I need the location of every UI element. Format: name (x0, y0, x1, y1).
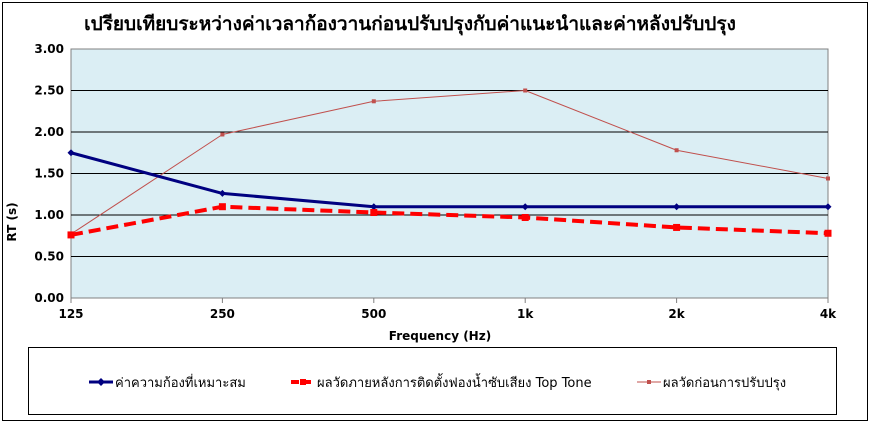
x-tick-label: 500 (361, 307, 386, 321)
legend-item-before: ผลวัดก่อนการปรับปรุง (637, 372, 786, 392)
series-1-point (67, 231, 75, 239)
series-0-point (218, 189, 226, 197)
chart-title: เปรียบเทียบระหว่างค่าเวลาก้องวานก่อนปรับ… (84, 13, 736, 36)
x-axis-ticks: 125 250 500 1k 2k 4k (58, 298, 837, 321)
series-line-2 (70, 90, 829, 235)
series-1-point (673, 223, 681, 231)
series-1-point (824, 229, 832, 237)
y-tick-label: 3.00 (34, 42, 64, 56)
series-0-point (673, 203, 681, 211)
series-0-point (67, 149, 75, 157)
y-axis-label: RT (s) (5, 202, 19, 241)
x-tick-label: 125 (58, 307, 83, 321)
series-line-0 (70, 151, 828, 209)
series-0-point (521, 203, 529, 211)
series-0-point (824, 203, 832, 211)
legend-swatch-before (637, 380, 661, 384)
legend-swatch-optimal (89, 378, 113, 386)
legend: ค่าความก้องที่เหมาะสม ผลวัดภายหลังการติด… (28, 347, 837, 415)
series-2-point (371, 99, 376, 104)
legend-label-before: ผลวัดก่อนการปรับปรุง (663, 375, 787, 391)
x-tick-label: 4k (820, 307, 837, 321)
y-tick-label: 2.00 (34, 125, 64, 139)
series-0-point (370, 203, 378, 211)
series-2-point (826, 176, 830, 181)
series-1-point (370, 209, 378, 217)
y-tick-label: 1.00 (34, 208, 64, 222)
series-1-point (521, 213, 529, 221)
series-2-point (523, 88, 528, 93)
series-line-1 (70, 204, 829, 237)
legend-item-after: ผลวัดภายหลังการติดตั้งฟองน้ำซับเสียง Top… (291, 372, 592, 392)
legend-label-optimal: ค่าความก้องที่เหมาะสม (115, 375, 246, 391)
x-tick-label: 2k (668, 307, 685, 321)
legend-item-optimal: ค่าความก้องที่เหมาะสม (89, 372, 246, 392)
legend-swatch-after (291, 379, 315, 385)
x-tick-label: 1k (517, 307, 534, 321)
y-tick-label: 0.50 (34, 250, 64, 264)
series-2-point (220, 132, 225, 137)
series-2-point (674, 148, 679, 153)
x-tick-label: 250 (210, 307, 235, 321)
legend-label-after: ผลวัดภายหลังการติดตั้งฟองน้ำซับเสียง Top… (317, 375, 592, 391)
x-axis-label: Frequency (Hz) (389, 329, 491, 343)
y-tick-label: 1.50 (34, 167, 64, 181)
y-tick-label: 0.00 (34, 291, 64, 305)
series-1-point (218, 203, 226, 211)
series-layer (67, 88, 832, 239)
y-tick-label: 2.50 (34, 84, 64, 98)
y-axis-ticks: 0.00 0.50 1.00 1.50 2.00 2.50 3.00 (34, 42, 64, 305)
